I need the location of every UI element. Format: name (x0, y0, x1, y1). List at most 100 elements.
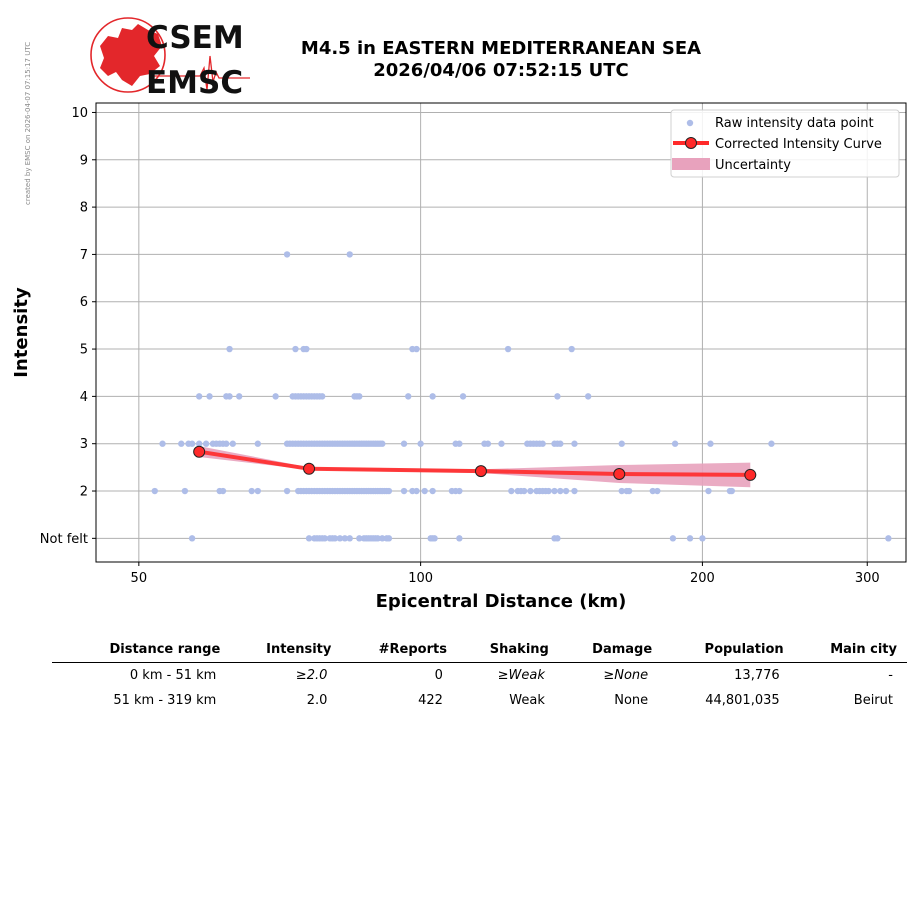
raw-data-point (283, 251, 291, 258)
raw-data-point (151, 487, 158, 495)
raw-data-point (728, 487, 736, 495)
raw-data-point (272, 393, 279, 400)
credit-text: created by EMSC on 2026-04-07 07:15:17 U… (24, 42, 32, 205)
legend-frame (670, 109, 900, 178)
table-row: 51 km - 319 km 2.0 422 Weak None 44,801,… (52, 688, 907, 713)
raw-data-point (618, 440, 625, 447)
raw-data-point (346, 251, 353, 258)
title-event: M4.5 in EASTERN MEDITERRANEAN SEA (300, 38, 702, 59)
curve-marker (744, 468, 757, 481)
raw-data-point (400, 487, 408, 495)
raw-data-point (699, 535, 706, 542)
raw-data-point (571, 440, 578, 447)
raw-data-point (223, 440, 230, 447)
raw-data-point (456, 535, 463, 542)
cell-distance-range: 0 km - 51 km (129, 668, 217, 683)
raw-data-point (618, 487, 625, 495)
raw-data-point (202, 440, 210, 447)
raw-data-point (768, 440, 775, 447)
y-tick-label: 6 (80, 295, 88, 310)
y-axis-label: Intensity (11, 287, 32, 378)
logo-europe-map (100, 24, 162, 86)
raw-data-point (527, 487, 534, 495)
summary-header-row: Distance range Intensity #Reports Shakin… (52, 642, 907, 663)
raw-data-point (159, 440, 166, 447)
raw-data-point (195, 393, 203, 400)
summary-table: Distance range Intensity #Reports Shakin… (52, 642, 907, 713)
raw-data-point (400, 440, 408, 447)
raw-data-point (188, 440, 196, 447)
raw-data-point (562, 487, 570, 495)
raw-data-point (385, 535, 393, 542)
raw-data-point (379, 440, 386, 447)
cell-distance-range: 51 km - 319 km (113, 693, 217, 708)
legend-curve-marker (685, 137, 697, 149)
raw-data-point (484, 440, 492, 447)
raw-data-point (226, 345, 233, 353)
raw-data-point (374, 535, 381, 542)
table-row: 0 km - 51 km ≥2.0 0 ≥Weak ≥None 13,776 - (52, 663, 907, 689)
raw-data-point (429, 487, 436, 495)
plot-area (96, 103, 906, 562)
logo-emsc-text: EMSC (146, 65, 243, 100)
raw-data-point (885, 535, 892, 542)
col-damage: Damage (558, 642, 663, 663)
x-axis-label: Epicentral Distance (km) (376, 591, 627, 612)
plot-frame (95, 102, 907, 563)
cell-damage: ≥None (603, 668, 649, 683)
title-datetime: 2026/04/06 07:52:15 UTC (373, 60, 629, 81)
raw-data-point (188, 535, 196, 542)
raw-data-point (248, 487, 255, 495)
raw-data-point (571, 487, 578, 495)
y-tick-label: 9 (80, 153, 88, 168)
x-tick-label: 300 (855, 571, 880, 586)
raw-data-point (654, 487, 661, 495)
y-tick-label: 2 (80, 485, 88, 500)
raw-data-point (254, 440, 262, 447)
curve-marker (303, 462, 316, 475)
legend-raw-swatch (686, 119, 694, 127)
curve-marker (193, 445, 206, 458)
col-shaking: Shaking (456, 642, 559, 663)
raw-data-point (305, 535, 313, 542)
raw-data-point (181, 487, 189, 495)
raw-data-point (429, 393, 436, 400)
x-tick-label: 200 (690, 571, 715, 586)
raw-data-point (584, 393, 592, 400)
raw-data-point (707, 440, 714, 447)
raw-data-point (545, 487, 552, 495)
raw-data-point (686, 535, 694, 542)
raw-data-point (551, 487, 558, 495)
raw-data-point (456, 487, 463, 495)
raw-data-point (554, 393, 561, 400)
raw-data-point (649, 487, 656, 495)
raw-data-point (254, 487, 262, 495)
raw-data-point (431, 535, 438, 542)
cell-shaking: Weak (509, 693, 545, 708)
y-tick-label: 7 (80, 248, 88, 263)
raw-data-point (336, 535, 344, 542)
raw-data-point (413, 345, 420, 353)
raw-data-point (625, 487, 633, 495)
raw-data-point (292, 345, 299, 353)
cell-population: 13,776 (734, 668, 780, 683)
col-intensity: Intensity (230, 642, 342, 663)
credit-stamp: created by EMSC on 2026-04-07 07:15:17 U… (24, 42, 32, 205)
raw-data-point (421, 487, 428, 495)
legend-label: Raw intensity data point (715, 116, 874, 131)
cell-population: 44,801,035 (705, 693, 780, 708)
legend-label: Corrected Intensity Curve (715, 137, 882, 152)
raw-data-point (705, 487, 712, 495)
raw-data-point (206, 393, 213, 400)
logo-seismogram (152, 55, 250, 91)
raw-data-point (520, 487, 528, 495)
raw-data-point (557, 487, 564, 495)
cell-damage: None (614, 693, 649, 708)
x-tick-label: 100 (408, 571, 433, 586)
raw-data-point (219, 487, 227, 495)
raw-data-point (456, 440, 463, 447)
y-tick-label: 10 (71, 106, 88, 121)
cell-shaking: ≥Weak (497, 668, 545, 683)
y-tick-label: 3 (80, 437, 88, 452)
raw-data-point (413, 487, 420, 495)
